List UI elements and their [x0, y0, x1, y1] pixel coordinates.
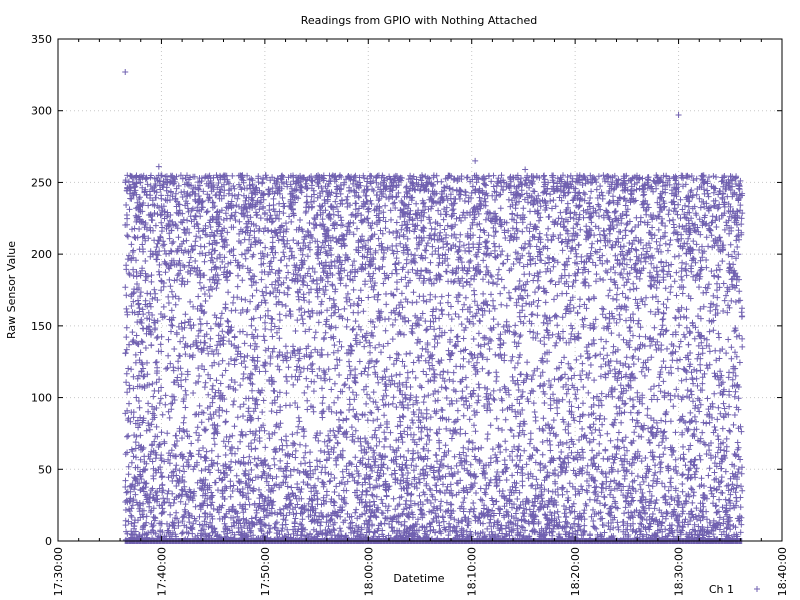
legend-label-ch1: Ch 1	[709, 583, 734, 596]
x-axis-label: Datetime	[393, 572, 444, 585]
grid-lines	[58, 39, 782, 541]
legend: Ch 1	[709, 583, 760, 596]
plot-frame	[57, 38, 783, 542]
outlier-point	[522, 166, 529, 173]
outlier-point	[122, 68, 129, 75]
outlier-point	[472, 157, 479, 164]
y-tick-label: 300	[31, 105, 52, 118]
x-tick-label: 18:20:00	[569, 547, 582, 596]
y-tick-label: 200	[31, 248, 52, 261]
x-tick-label: 17:50:00	[259, 547, 272, 596]
data-points	[122, 68, 746, 544]
legend-plus-icon	[754, 586, 760, 592]
y-tick-label: 0	[45, 535, 52, 548]
y-tick-label: 150	[31, 320, 52, 333]
y-tick-label: 250	[31, 176, 52, 189]
chart-title: Readings from GPIO with Nothing Attached	[301, 14, 538, 27]
x-tick-label: 18:40:00	[776, 547, 789, 596]
outlier-point	[155, 163, 162, 170]
x-tick-label: 17:30:00	[52, 547, 65, 596]
y-axis-label: Raw Sensor Value	[5, 241, 18, 339]
y-tick-label: 50	[38, 463, 52, 476]
x-tick-label: 18:00:00	[362, 547, 375, 596]
series-ch1-points	[122, 172, 746, 544]
x-tick-label: 18:30:00	[673, 547, 686, 596]
y-tick-label: 350	[31, 33, 52, 46]
y-axis-ticks: 0 50 100 150 200 250 300 350	[31, 33, 782, 548]
x-tick-label: 18:10:00	[466, 547, 479, 596]
outlier-point	[675, 112, 682, 119]
x-axis-ticks: 17:30:00 17:40:00 17:50:00 18:00:00 18:10:00…	[52, 39, 789, 596]
x-tick-label: 17:40:00	[155, 547, 168, 596]
y-tick-label: 100	[31, 392, 52, 405]
legend-marker-ch1	[754, 586, 760, 592]
